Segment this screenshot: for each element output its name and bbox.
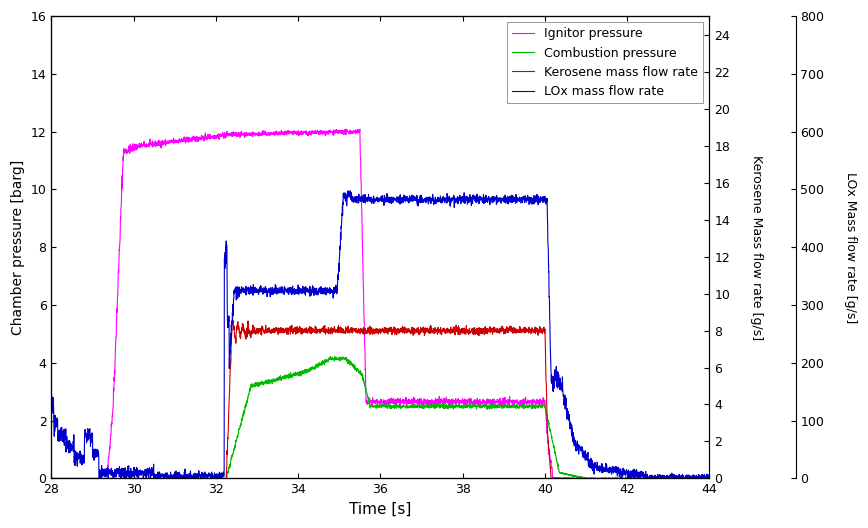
Kerosene mass flow rate [564, 475, 575, 482]
Y-axis label: LOx Mass flow rate [g/s]: LOx Mass flow rate [g/s] [844, 172, 857, 323]
Kerosene mass flow rate [227, 309, 238, 316]
LOx mass flow rate [704, 475, 714, 482]
Ignitor pressure [355, 126, 365, 133]
Line: Kerosene mass flow rate: Kerosene mass flow rate [51, 313, 709, 478]
LOx mass flow rate [697, 475, 707, 482]
Ignitor pressure [181, 138, 191, 144]
Ignitor pressure [564, 475, 575, 482]
Ignitor pressure [464, 399, 475, 405]
Legend: Ignitor pressure, Combustion pressure, Kerosene mass flow rate, LOx mass flow ra: Ignitor pressure, Combustion pressure, K… [507, 22, 703, 103]
Line: Combustion pressure: Combustion pressure [51, 357, 709, 478]
LOx mass flow rate [46, 406, 56, 412]
Kerosene mass flow rate [46, 475, 56, 482]
LOx mass flow rate [181, 475, 192, 482]
Combustion pressure [325, 354, 335, 360]
Kerosene mass flow rate [523, 326, 533, 333]
Combustion pressure [697, 475, 707, 482]
LOx mass flow rate [94, 475, 104, 482]
Kerosene mass flow rate [697, 475, 707, 482]
Kerosene mass flow rate [604, 475, 615, 482]
Combustion pressure [604, 475, 615, 482]
Ignitor pressure [697, 475, 707, 482]
Combustion pressure [564, 471, 575, 477]
LOx mass flow rate [604, 468, 615, 474]
Ignitor pressure [523, 400, 533, 407]
Combustion pressure [46, 475, 56, 482]
Combustion pressure [464, 404, 475, 410]
LOx mass flow rate [343, 187, 353, 194]
Line: LOx mass flow rate: LOx mass flow rate [51, 191, 709, 478]
LOx mass flow rate [564, 425, 575, 431]
Combustion pressure [181, 475, 191, 482]
Y-axis label: Chamber pressure [barg]: Chamber pressure [barg] [11, 159, 25, 335]
Ignitor pressure [46, 475, 56, 482]
Ignitor pressure [704, 475, 714, 481]
Kerosene mass flow rate [704, 475, 714, 482]
Combustion pressure [704, 475, 714, 482]
X-axis label: Time [s]: Time [s] [349, 502, 411, 517]
Combustion pressure [523, 403, 533, 410]
LOx mass flow rate [464, 196, 475, 202]
LOx mass flow rate [523, 192, 533, 199]
Kerosene mass flow rate [464, 325, 475, 332]
Kerosene mass flow rate [181, 475, 191, 482]
Line: Ignitor pressure: Ignitor pressure [51, 129, 709, 478]
Ignitor pressure [604, 475, 615, 481]
Y-axis label: Kerosene Mass flow rate [g/s]: Kerosene Mass flow rate [g/s] [750, 155, 763, 340]
